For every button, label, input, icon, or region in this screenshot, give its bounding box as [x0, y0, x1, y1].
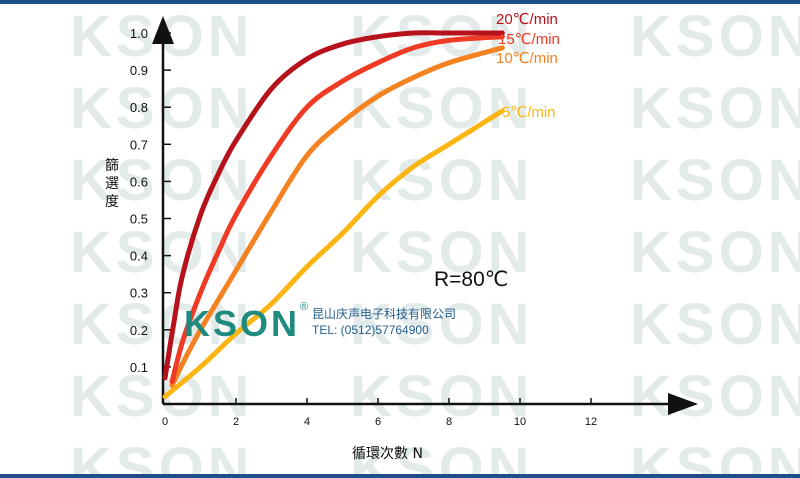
x-tick-label: 8 — [446, 416, 452, 428]
legend-label: 20℃/min — [496, 11, 558, 28]
watermark-text: KSON — [350, 148, 534, 213]
x-tick-label: 2 — [233, 416, 239, 428]
watermark-text: KSON — [70, 148, 254, 213]
top-border — [0, 0, 800, 4]
y-tick-label: 0.7 — [130, 137, 148, 152]
bottom-border — [0, 474, 800, 478]
series-line-5min — [162, 108, 505, 400]
watermark-text: KSON — [70, 436, 254, 478]
legend-layer: 20℃/min 15℃/min 10℃/min 5℃/min — [496, 11, 560, 121]
x-tick-label: 0 — [162, 416, 168, 428]
y-tick-label: 0.4 — [130, 249, 148, 264]
y-tick-label: 0.8 — [130, 100, 148, 115]
legend-label: 10℃/min — [496, 50, 558, 67]
x-axis-label: 循環次數 N — [352, 446, 423, 462]
watermark-text: KSON — [630, 364, 800, 429]
x-tick-label: 12 — [585, 416, 597, 428]
tick-layer: 0.1 0.2 0.3 0.4 0.5 0.6 0.7 0.8 0.9 1.0 0 2 4 6 8 10 12 — [130, 26, 597, 428]
watermark-text: KSON — [630, 148, 800, 213]
registered-mark: ® — [300, 301, 308, 313]
y-tick-label: 0.3 — [130, 286, 148, 301]
x-tick-label: 4 — [304, 416, 310, 428]
logo-wordmark: KSON — [184, 303, 300, 344]
watermark-text: KSON — [350, 220, 534, 285]
series-line-15min — [169, 34, 505, 385]
y-tick-label: 0.6 — [130, 174, 148, 189]
y-tick-label: 0.5 — [130, 212, 148, 227]
watermark-text: KSON — [630, 436, 800, 478]
temperature-annotation: R=80℃ — [434, 268, 508, 291]
company-name: 昆山庆声电子科技有限公司 — [312, 307, 456, 321]
legend-label: 5℃/min — [502, 104, 556, 121]
y-axis-label: 篩選度 — [105, 158, 119, 210]
legend-label: 15℃/min — [498, 31, 560, 48]
company-phone: TEL: (0512)57764900 — [312, 323, 429, 337]
watermark-text: KSON — [630, 76, 800, 141]
series-layer — [162, 30, 505, 400]
x-tick-label: 6 — [375, 416, 381, 428]
series-line-10min — [169, 45, 505, 388]
x-axis-arrow — [668, 393, 698, 415]
series-line-20min — [162, 30, 505, 381]
watermark-text: KSON — [350, 76, 534, 141]
kson-logo: KSON ® 昆山庆声电子科技有限公司 TEL: (0512)57764900 — [184, 301, 456, 344]
y-tick-label: 0.1 — [130, 360, 148, 375]
x-tick-label: 10 — [514, 416, 526, 428]
y-axis-arrow — [152, 16, 174, 44]
watermark-text: KSON — [350, 364, 534, 429]
y-tick-label: 0.2 — [130, 323, 148, 338]
watermark-text: KSON — [630, 4, 800, 69]
watermark-text: KSON — [350, 436, 534, 478]
watermark-text: KSON — [350, 292, 534, 357]
watermark-text: KSON — [630, 220, 800, 285]
watermark-text: KSON — [70, 76, 254, 141]
y-tick-label: 1.0 — [130, 26, 148, 41]
y-tick-label: 0.9 — [130, 63, 148, 78]
watermark-text: KSON — [630, 292, 800, 357]
watermark-text: KSON — [70, 364, 254, 429]
